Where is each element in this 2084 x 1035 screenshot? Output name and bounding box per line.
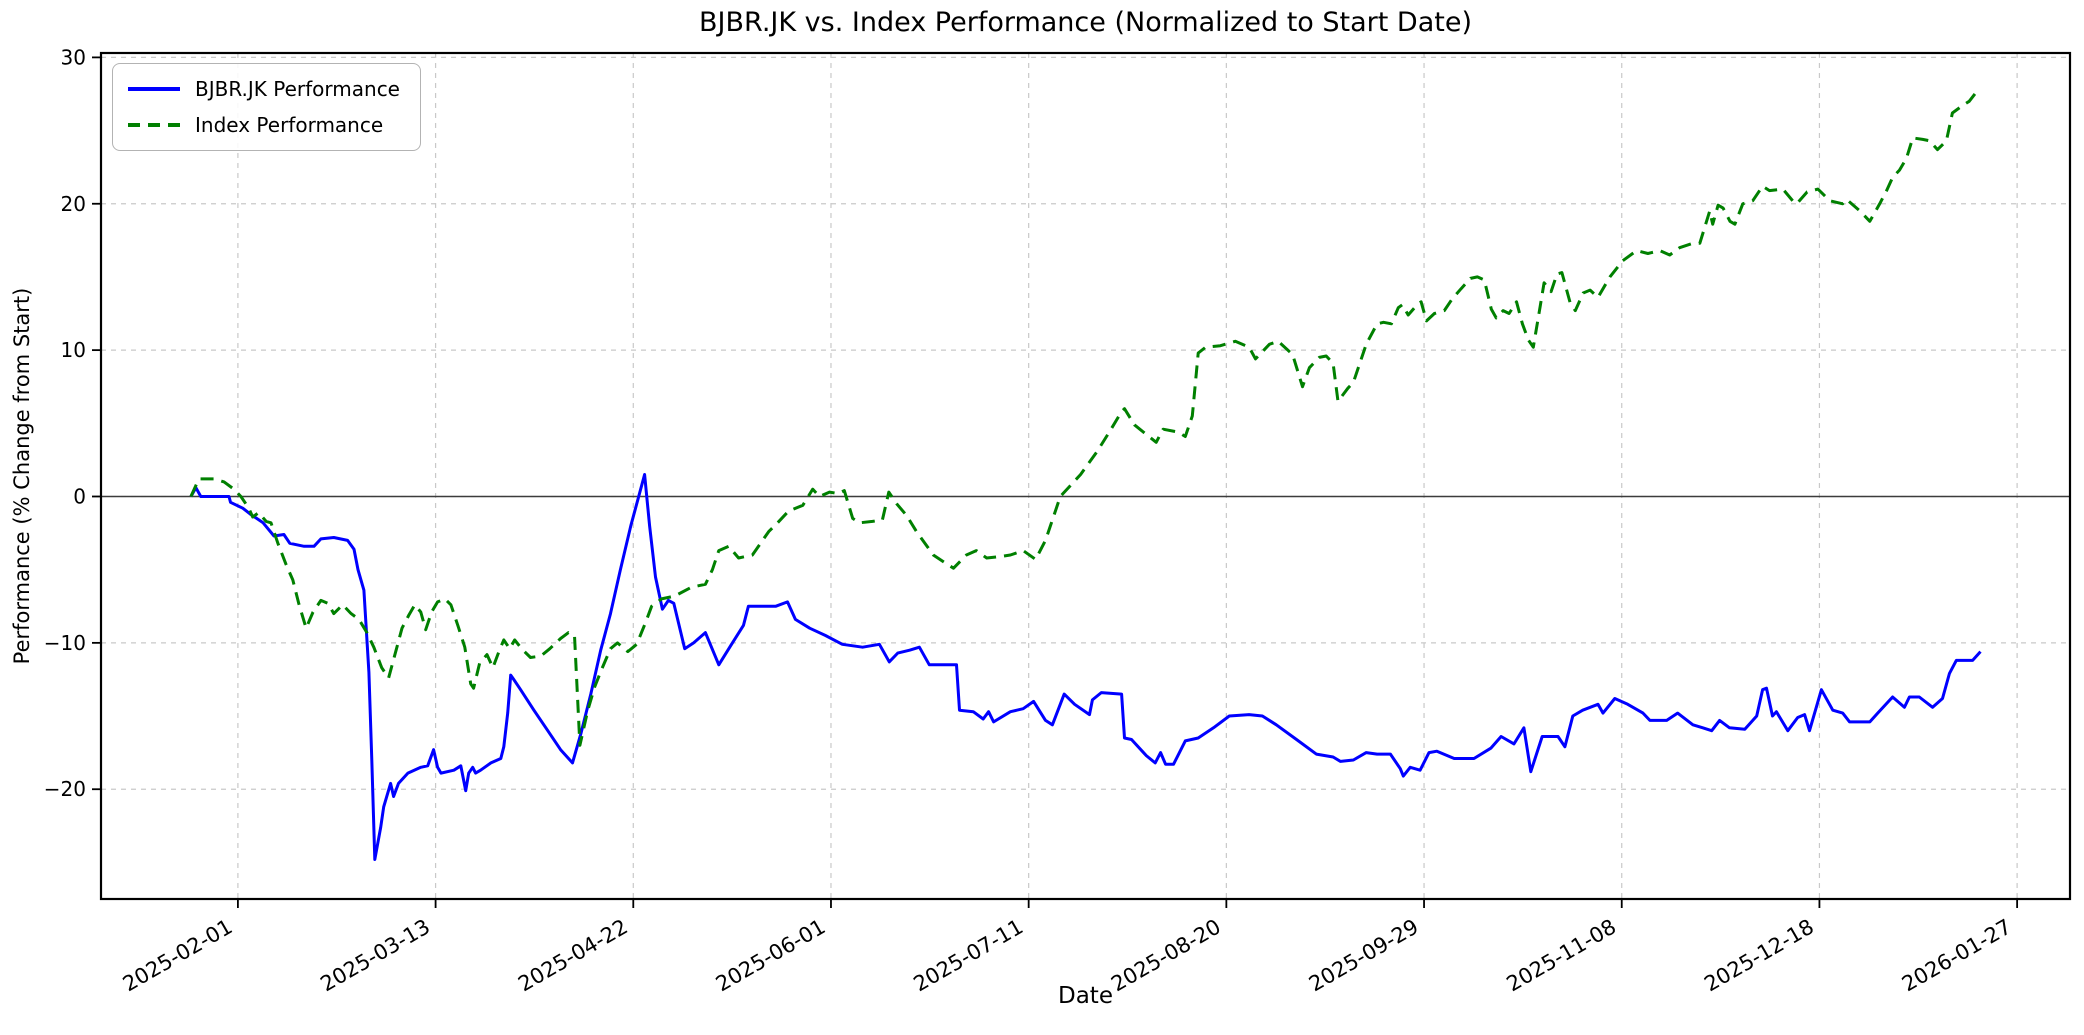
y-tick-label: 0	[73, 484, 86, 508]
y-axis-label: Performance (% Change from Start)	[10, 287, 34, 665]
legend-item-index: Index Performance	[128, 113, 400, 137]
x-axis-label: Date	[1058, 983, 1113, 1009]
y-tick-label: −20	[44, 777, 86, 801]
chart-title: BJBR.JK vs. Index Performance (Normalize…	[699, 7, 1472, 38]
y-tick-label: 30	[61, 45, 86, 69]
legend-line-sample-dashed	[128, 123, 180, 127]
series-line-0	[189, 473, 1982, 861]
legend-line-sample-solid	[128, 87, 180, 91]
y-tick-label: 10	[61, 338, 86, 362]
y-tick-label: −10	[44, 631, 86, 655]
series-line-1	[189, 90, 1979, 747]
plot-border	[99, 51, 2072, 901]
legend: BJBR.JK Performance Index Performance	[112, 63, 421, 151]
legend-label-bjbr: BJBR.JK Performance	[195, 77, 400, 101]
y-tick-label: 20	[61, 192, 86, 216]
legend-item-bjbr: BJBR.JK Performance	[128, 77, 400, 101]
legend-label-index: Index Performance	[195, 113, 384, 137]
